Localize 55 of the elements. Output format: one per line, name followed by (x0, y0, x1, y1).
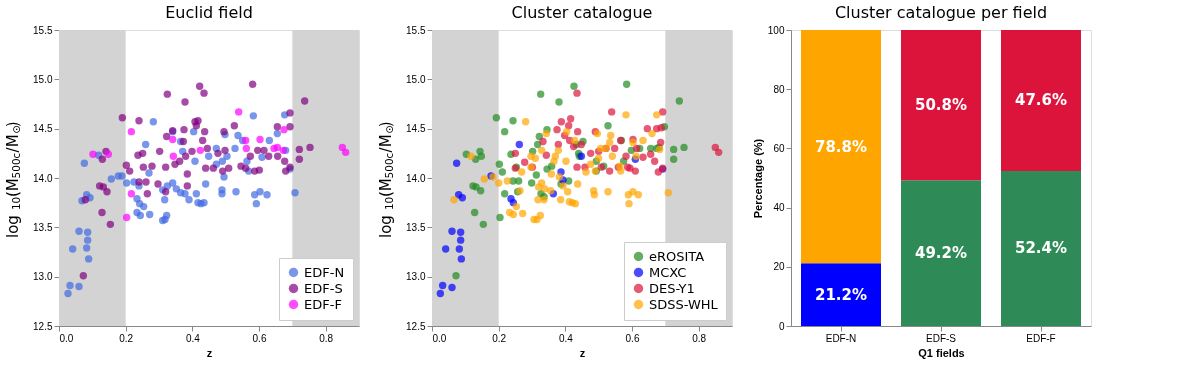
x-tick-label: EDF-N (825, 332, 857, 344)
legend-label: EDF-N (304, 264, 345, 280)
y-tick-label: 13.0 (406, 271, 426, 283)
x-tick-label: 0.8 (319, 332, 334, 344)
x-tick-label: 0.6 (252, 332, 267, 344)
y-tick-label: 20 (773, 261, 785, 273)
legend-label: EDF-F (304, 296, 342, 312)
y-tick-label: 80 (773, 83, 785, 95)
x-tick-label: 0.4 (185, 332, 201, 344)
data-label: 50.8% (914, 96, 968, 115)
y-tick-label: 0 (778, 320, 785, 332)
data-label: 49.2% (914, 244, 968, 263)
y-tick-label: 13.0 (33, 271, 53, 283)
x-tick-label: EDF-F (1026, 332, 1056, 344)
legend-label: SDSS-WHL (649, 296, 719, 312)
x-tick-label: 0.0 (432, 332, 447, 344)
y-tick-label: 13.5 (406, 221, 426, 233)
y-tick-label: 13.5 (33, 221, 53, 233)
x-tick-label: EDF-S (926, 332, 957, 344)
data-label: 78.8% (814, 137, 868, 156)
chart-title: Euclid field (165, 3, 253, 22)
y-tick-label: 12.5 (406, 320, 426, 332)
x-axis-title: z (206, 346, 213, 359)
x-tick-label: 0.0 (59, 332, 74, 344)
legend-label: EDF-S (304, 280, 343, 296)
data-label: 21.2% (814, 285, 868, 304)
y-tick-label: 15.0 (33, 73, 53, 85)
x-tick-label: 0.6 (625, 332, 640, 344)
x-tick-label: 0.2 (119, 332, 134, 344)
chart-title: Cluster catalogue (511, 3, 653, 22)
x-tick-label: 0.8 (692, 332, 707, 344)
y-tick-label: 15.5 (33, 24, 53, 36)
legend-label: eROSITA (649, 248, 705, 264)
y-axis-title: Percentage (%) (751, 138, 764, 219)
legend-label: DES-Y1 (649, 280, 695, 296)
y-axis-title: log10(M500c/M⊙) (377, 121, 395, 238)
y-tick-label: 14.5 (33, 123, 53, 135)
x-tick-label: 0.2 (492, 332, 507, 344)
y-axis-title: log10(M500c/M⊙) (4, 121, 22, 238)
legend-label: MCXC (649, 264, 687, 280)
data-label: 47.6% (1014, 91, 1068, 110)
y-tick-label: 100 (767, 24, 785, 36)
chart-title: Cluster catalogue per field (834, 3, 1048, 22)
y-tick-label: 14.0 (406, 172, 426, 184)
y-tick-label: 14.5 (406, 123, 426, 135)
y-tick-label: 15.5 (406, 24, 426, 36)
x-tick-label: 0.4 (558, 332, 574, 344)
y-tick-label: 12.5 (33, 320, 53, 332)
x-axis-title: Q1 fields (918, 346, 965, 359)
data-label: 52.4% (1014, 239, 1068, 258)
y-tick-label: 14.0 (33, 172, 53, 184)
y-tick-label: 15.0 (406, 73, 426, 85)
y-tick-label: 60 (773, 142, 785, 154)
x-axis-title: z (579, 346, 586, 359)
y-tick-label: 40 (773, 202, 785, 214)
